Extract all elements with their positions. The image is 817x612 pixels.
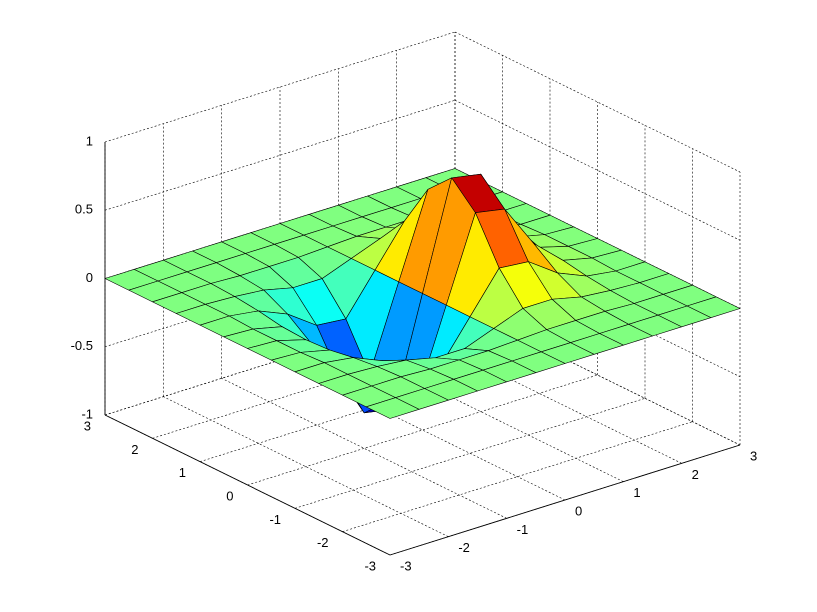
y-axis [104,414,391,556]
x-tick-label: -3 [400,558,412,573]
grid-line [294,398,646,509]
x-tick-label: 0 [575,503,582,518]
z-tick-label: -0.5 [71,338,93,353]
y-tick-label: -2 [317,535,329,550]
y-tick-label: 1 [179,465,186,480]
grid-line [454,31,741,173]
grid-line [104,99,456,211]
z-tick-label: -1 [81,406,93,421]
grid-line [454,99,741,241]
grid-line [247,374,598,486]
x-tick-label: -2 [458,540,470,555]
z-tick-label: 0 [86,270,93,285]
x-tick-label: 3 [750,448,757,463]
grid-line [342,421,693,532]
x-tick-label: 2 [692,467,699,482]
x-tick-label: 1 [633,485,640,500]
z-tick-label: 1 [86,133,93,148]
x-tick-label: -1 [517,522,529,537]
grid-line [221,378,507,519]
z-tick-label: 0.5 [75,202,93,217]
x-axis [389,444,741,556]
y-tick-label: 0 [226,488,233,503]
y-tick-label: 3 [84,418,91,433]
y-tick-label: -1 [269,512,281,527]
surface-patch [365,397,420,419]
y-tick-label: 2 [131,442,138,457]
grid-line [104,31,456,143]
y-tick-label: -3 [364,558,376,573]
